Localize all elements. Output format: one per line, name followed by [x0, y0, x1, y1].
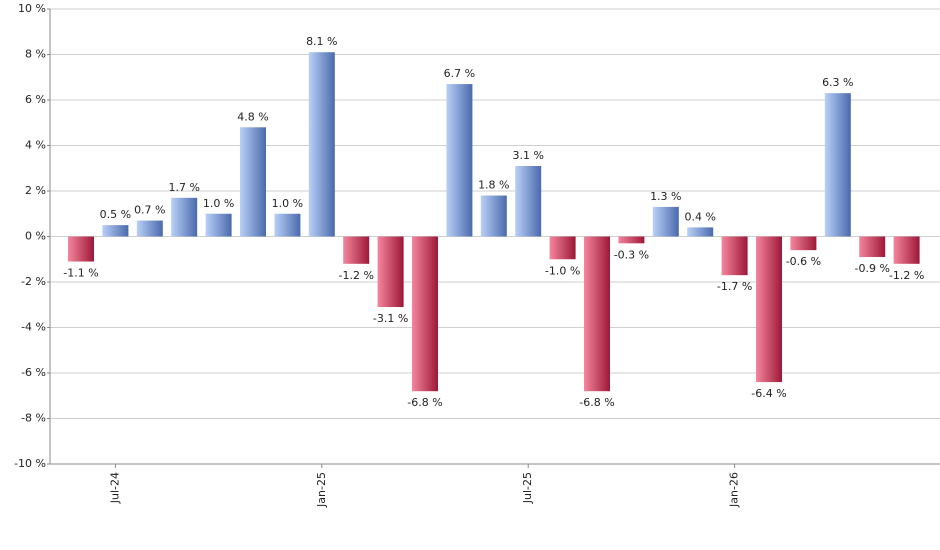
- y-tick-label: -2 %: [21, 275, 46, 288]
- value-label: 8.1 %: [306, 35, 337, 48]
- bar: [102, 225, 129, 237]
- value-label: -1.2 %: [338, 269, 373, 282]
- bar: [652, 206, 679, 237]
- y-tick-label: -4 %: [21, 321, 46, 334]
- value-label: 0.5 %: [100, 208, 131, 221]
- bar: [549, 236, 576, 260]
- value-label: 3.1 %: [512, 149, 543, 162]
- value-label: -3.1 %: [373, 312, 408, 325]
- bar: [308, 52, 335, 237]
- value-label: -6.8 %: [579, 396, 614, 409]
- bar: [205, 213, 232, 237]
- bar: [859, 236, 886, 257]
- y-tick-label: 6 %: [25, 93, 46, 106]
- bar: [893, 236, 920, 264]
- value-label: -1.2 %: [889, 269, 924, 282]
- x-tick-label: Jul-24: [108, 472, 121, 504]
- value-label: 6.3 %: [822, 76, 853, 89]
- y-tick-label: 4 %: [25, 139, 46, 152]
- bar: [515, 165, 542, 237]
- value-label: 1.0 %: [203, 197, 234, 210]
- value-label: -0.6 %: [786, 255, 821, 268]
- value-label: 0.4 %: [684, 210, 715, 223]
- bar: [824, 93, 851, 237]
- bar: [68, 236, 94, 262]
- bar: [136, 220, 163, 237]
- bar: [240, 127, 266, 237]
- bar: [446, 84, 473, 237]
- y-tick-label: 2 %: [25, 184, 46, 197]
- value-label: 1.8 %: [478, 179, 509, 192]
- x-tick-label: Jul-25: [521, 472, 534, 504]
- y-tick-label: 10 %: [18, 2, 46, 15]
- value-label: -1.7 %: [717, 280, 752, 293]
- y-tick-label: -6 %: [21, 366, 46, 379]
- value-label: -1.0 %: [545, 264, 580, 277]
- value-label: -0.3 %: [614, 248, 649, 261]
- bar: [687, 227, 714, 237]
- y-tick-label: 8 %: [25, 48, 46, 61]
- value-label: 0.7 %: [134, 204, 165, 217]
- bar: [584, 236, 610, 392]
- bar: [790, 236, 817, 251]
- bar: [618, 236, 645, 244]
- value-label: 1.7 %: [168, 181, 199, 194]
- value-label: -0.9 %: [854, 262, 889, 275]
- bar: [412, 236, 438, 392]
- value-label: 4.8 %: [237, 110, 268, 123]
- y-tick-label: -10 %: [14, 457, 46, 470]
- bar: [377, 236, 404, 308]
- value-label: 1.0 %: [272, 197, 303, 210]
- value-label: -1.1 %: [63, 267, 98, 280]
- bar: [274, 213, 301, 237]
- value-label: -6.8 %: [407, 396, 442, 409]
- y-tick-label: 0 %: [25, 230, 46, 243]
- x-tick-label: Jan-25: [315, 472, 328, 508]
- bar: [756, 236, 782, 383]
- value-label: 6.7 %: [444, 67, 475, 80]
- bar: [721, 236, 748, 276]
- value-label: 1.3 %: [650, 190, 681, 203]
- bar: [343, 236, 370, 264]
- x-tick-label: Jan-26: [728, 472, 741, 508]
- bar: [480, 195, 507, 237]
- value-label: -6.4 %: [751, 387, 786, 400]
- y-tick-label: -8 %: [21, 412, 46, 425]
- bar: [171, 197, 198, 237]
